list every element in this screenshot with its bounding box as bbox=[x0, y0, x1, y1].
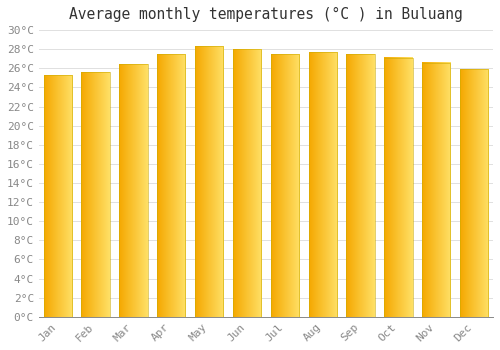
Bar bbox=[44, 75, 72, 317]
Bar bbox=[157, 54, 186, 317]
Bar bbox=[308, 52, 337, 317]
Bar bbox=[270, 54, 299, 317]
Bar bbox=[195, 46, 224, 317]
Title: Average monthly temperatures (°C ) in Buluang: Average monthly temperatures (°C ) in Bu… bbox=[69, 7, 463, 22]
Bar bbox=[346, 54, 375, 317]
Bar bbox=[119, 64, 148, 317]
Bar bbox=[82, 72, 110, 317]
Bar bbox=[460, 69, 488, 317]
Bar bbox=[384, 58, 412, 317]
Bar bbox=[422, 63, 450, 317]
Bar bbox=[233, 49, 261, 317]
